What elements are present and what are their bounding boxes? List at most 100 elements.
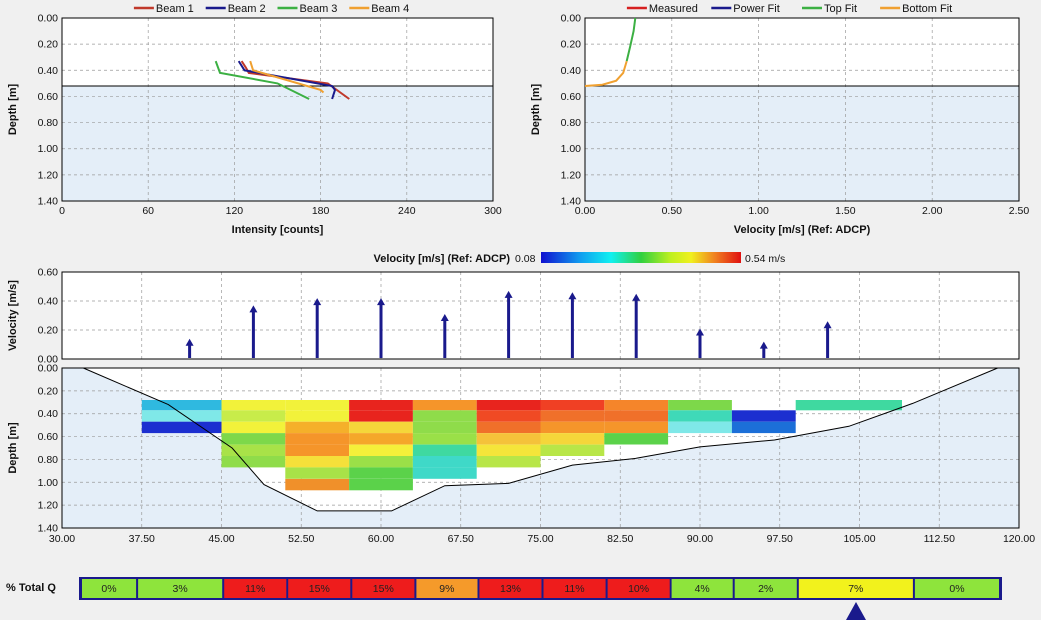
x-tick-label: 37.50 <box>129 533 155 545</box>
x-tick-label: 82.50 <box>607 533 633 545</box>
y-axis-label: Depth [m] <box>530 84 542 136</box>
percent-q-value: 10% <box>628 583 649 595</box>
velocity-cell <box>221 444 286 456</box>
velocity-cell <box>285 456 350 468</box>
series-line-top-fit <box>625 17 637 62</box>
velocity-arrow-head <box>377 298 385 306</box>
percent-q-cell <box>671 579 733 598</box>
percent-q-value: 11% <box>245 583 265 595</box>
mean-velocity-chart: 0.60 0.40 0.20 0.00 Velocity [m/s] <box>7 267 1020 366</box>
percent-q-cell <box>607 579 670 598</box>
y-tick-label: 1.40 <box>38 196 59 208</box>
x-tick-label: 0 <box>59 205 65 217</box>
velocity-cell <box>476 400 541 411</box>
colorbar-max-label: 0.54 m/s <box>745 253 785 265</box>
series-line-bottom-fit <box>584 60 628 87</box>
velocity-cell <box>412 456 477 468</box>
velocity-arrow-head <box>313 298 322 306</box>
percent-q-cell <box>224 579 287 598</box>
bed-profile-line <box>83 367 998 512</box>
y-tick-label: 0.60 <box>38 431 59 443</box>
y-tick-label: 0.80 <box>38 117 59 129</box>
x-tick-label: 2.00 <box>922 205 943 217</box>
y-tick-label: 0.20 <box>561 39 582 51</box>
velocity-cell <box>731 421 796 434</box>
velocity-arrow-head <box>504 290 513 298</box>
velocity-cell <box>412 444 477 456</box>
x-tick-label: 52.50 <box>288 533 314 545</box>
percent-q-cell <box>416 579 478 598</box>
velocity-cell <box>604 421 669 434</box>
percent-q-value: 4% <box>695 583 710 595</box>
velocity-cell <box>412 400 477 411</box>
velocity-cell <box>476 456 541 468</box>
percent-q-cell <box>352 579 415 598</box>
velocity-cell <box>285 421 350 434</box>
velocity-cell <box>540 433 605 445</box>
velocity-cell <box>285 478 350 491</box>
percent-q-value: 15% <box>309 583 330 595</box>
plot-border <box>61 271 1020 360</box>
velocity-arrow-head <box>568 292 577 300</box>
x-tick-label: 1.50 <box>835 205 856 217</box>
percent-q-label: % Total Q <box>6 582 56 594</box>
x-tick-label: 120.00 <box>1003 533 1035 545</box>
velocity-cell <box>476 444 541 456</box>
legend-label: Beam 3 <box>300 3 338 15</box>
velocity-cell <box>540 444 605 456</box>
x-tick-label: 30.00 <box>49 533 75 545</box>
legend-label: Power Fit <box>733 3 779 15</box>
percent-q-value: 3% <box>173 583 188 595</box>
velocity-cell <box>540 410 605 422</box>
velocity-cell <box>476 410 541 422</box>
colorbar: Velocity [m/s] (Ref: ADCP) 0.08 0.54 m/s <box>373 252 785 265</box>
velocity-cell <box>285 410 350 422</box>
x-axis-label: Intensity [counts] <box>232 224 324 236</box>
percent-q-value: 11% <box>564 583 584 595</box>
percent-q-cell <box>479 579 542 598</box>
y-axis-label: Depth [m] <box>7 84 19 136</box>
velocity-cell <box>540 400 605 411</box>
water-region <box>62 85 493 201</box>
plot-border <box>61 17 494 202</box>
velocity-cell <box>221 410 286 422</box>
y-tick-label: 0.00 <box>38 13 59 25</box>
section-marker-icon <box>846 602 866 620</box>
legend-label: Beam 4 <box>371 3 409 15</box>
velocity-arrow-head <box>185 338 194 346</box>
velocity-cell <box>412 433 477 445</box>
y-tick-label: 0.00 <box>38 363 59 375</box>
y-tick-label: 0.60 <box>38 91 59 103</box>
legend-label: Bottom Fit <box>902 3 952 15</box>
x-tick-label: 300 <box>484 205 502 217</box>
plot-border <box>61 367 1020 529</box>
velocity-cell <box>141 400 222 411</box>
velocity-arrow-head <box>696 328 704 336</box>
x-axis-label: Velocity [m/s] (Ref: ADCP) <box>734 224 871 236</box>
velocity-cell <box>731 410 796 422</box>
x-tick-label: 60.00 <box>368 533 394 545</box>
velocity-cell <box>412 421 477 434</box>
velocity-cell <box>285 444 350 456</box>
y-tick-label: 0.40 <box>561 65 582 77</box>
x-tick-label: 105.00 <box>843 533 875 545</box>
velocity-arrow-head <box>632 293 641 301</box>
percent-q-cell <box>734 579 797 598</box>
x-tick-label: 45.00 <box>208 533 234 545</box>
y-axis-label: Velocity [m/s] <box>7 280 19 351</box>
percent-q-cell <box>82 579 137 598</box>
legend-label: Top Fit <box>824 3 857 15</box>
y-tick-label: 1.20 <box>561 169 582 181</box>
y-axis-label: Depth [m] <box>7 422 19 474</box>
water-region <box>585 85 1019 201</box>
velocity-arrow-head <box>823 321 832 329</box>
y-tick-label: 1.40 <box>561 196 582 208</box>
percent-q-value: 2% <box>758 583 773 595</box>
velocity-cell <box>349 433 413 445</box>
y-tick-label: 0.40 <box>38 65 59 77</box>
velocity-cell <box>349 410 413 422</box>
velocity_profile-chart: 0.000.200.400.600.801.001.201.400.00 0.50… <box>530 3 1029 236</box>
velocity-cell <box>604 410 669 422</box>
y-tick-label: 1.00 <box>38 477 59 489</box>
